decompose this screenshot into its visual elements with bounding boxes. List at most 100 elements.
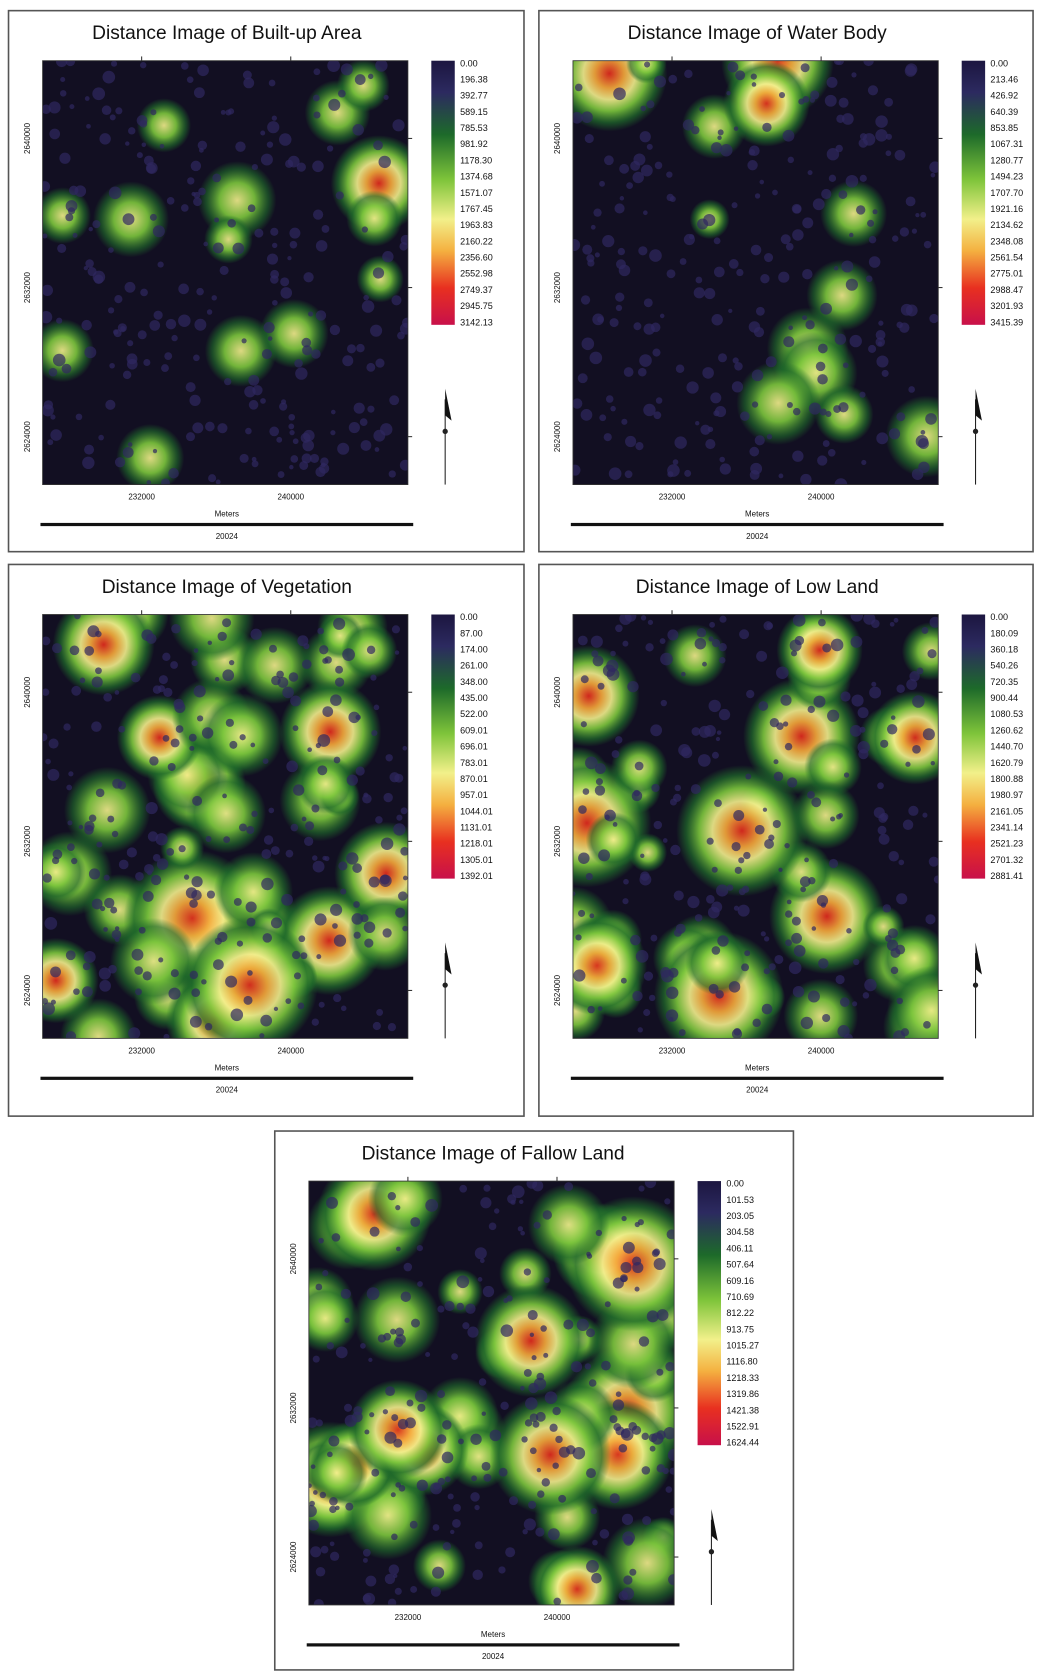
raster-texture: [604, 433, 612, 441]
raster-texture: [352, 913, 363, 924]
raster-texture: [269, 645, 277, 653]
raster-texture: [222, 669, 234, 681]
legend-label: 261.00: [460, 661, 488, 671]
raster-texture: [160, 144, 165, 149]
raster-texture: [931, 761, 935, 765]
raster-texture: [261, 849, 271, 859]
raster-texture: [621, 1428, 634, 1441]
raster-texture: [186, 432, 195, 441]
raster-texture: [720, 144, 732, 156]
raster-texture: [779, 474, 784, 479]
raster-texture: [868, 345, 876, 353]
raster-texture: [543, 1353, 548, 1358]
scale-bar: [40, 1077, 413, 1080]
raster-texture: [311, 805, 319, 813]
raster-texture: [632, 1257, 641, 1266]
raster-texture: [118, 726, 125, 733]
raster-texture: [642, 1433, 649, 1440]
legend-label: 1980.97: [990, 790, 1023, 800]
legend-label: 981.92: [460, 139, 488, 149]
legend-label: 785.53: [460, 123, 488, 133]
raster-texture: [288, 414, 295, 421]
raster-texture: [474, 1505, 479, 1510]
raster-texture: [889, 851, 899, 861]
raster-texture: [818, 619, 826, 627]
legend-label: 1800.88: [990, 774, 1023, 784]
raster-texture: [354, 932, 361, 939]
raster-texture: [905, 65, 917, 77]
raster-texture: [599, 414, 606, 421]
y-axis-label: 2640000: [23, 676, 32, 708]
raster-texture: [59, 153, 70, 164]
legend-label: 957.01: [460, 790, 488, 800]
legend-label: 853.85: [990, 123, 1018, 133]
raster-texture: [667, 629, 678, 640]
raster-texture: [308, 1520, 319, 1531]
legend-label: 87.00: [460, 628, 483, 638]
raster-texture: [489, 1223, 497, 1231]
raster-texture: [222, 794, 227, 799]
raster-texture: [687, 896, 699, 908]
raster-texture: [707, 838, 714, 845]
raster-texture: [333, 618, 345, 630]
raster-texture: [208, 474, 216, 482]
distance-glow: [792, 781, 860, 849]
raster-texture: [52, 643, 62, 653]
raster-texture: [846, 175, 859, 188]
raster-texture: [313, 1356, 320, 1363]
raster-texture: [45, 759, 51, 765]
raster-texture: [363, 295, 369, 301]
raster-texture: [837, 1025, 849, 1037]
raster-texture: [805, 320, 814, 329]
raster-texture: [544, 1277, 550, 1283]
legend-label: 720.35: [990, 677, 1018, 687]
raster-texture: [894, 618, 899, 623]
raster-texture: [615, 292, 624, 301]
raster-texture: [619, 1444, 628, 1453]
raster-texture: [465, 1303, 475, 1313]
raster-texture: [520, 1386, 525, 1391]
raster-texture: [194, 685, 206, 697]
raster-texture: [73, 233, 78, 238]
raster-texture: [808, 877, 815, 884]
raster-texture: [366, 363, 375, 372]
raster-texture: [269, 427, 279, 437]
raster-texture: [706, 895, 715, 904]
y-axis-label: 2640000: [289, 1243, 298, 1275]
legend-label: 360.18: [990, 644, 1018, 654]
raster-texture: [585, 1363, 591, 1369]
raster-texture: [345, 1415, 357, 1427]
raster-texture: [645, 643, 653, 651]
raster-texture: [316, 310, 326, 320]
legend-label: 1319.86: [726, 1389, 759, 1399]
legend-label: 812.22: [726, 1308, 754, 1318]
raster-texture: [559, 1447, 570, 1458]
raster-texture: [751, 245, 762, 256]
raster-texture: [479, 1378, 487, 1386]
raster-texture: [376, 1009, 383, 1016]
raster-texture: [586, 873, 593, 880]
raster-texture: [57, 244, 66, 253]
raster-texture: [269, 80, 276, 87]
raster-texture: [901, 304, 913, 316]
raster-texture: [196, 288, 204, 296]
raster-texture: [750, 463, 762, 475]
raster-texture: [50, 966, 61, 977]
raster-texture: [612, 750, 620, 758]
raster-texture: [207, 890, 215, 898]
raster-texture: [852, 694, 864, 706]
raster-texture: [732, 202, 738, 208]
raster-texture: [615, 736, 622, 743]
raster-texture: [679, 1029, 686, 1036]
raster-texture: [139, 927, 146, 934]
raster-texture: [581, 675, 589, 683]
raster-texture: [778, 272, 789, 283]
raster-texture: [263, 322, 274, 333]
raster-texture: [291, 824, 299, 832]
raster-texture: [650, 724, 662, 736]
distance-glow: [490, 1394, 611, 1515]
raster-texture: [482, 1462, 491, 1471]
raster-texture: [718, 353, 727, 362]
raster-texture: [912, 695, 925, 708]
raster-texture: [335, 666, 343, 674]
